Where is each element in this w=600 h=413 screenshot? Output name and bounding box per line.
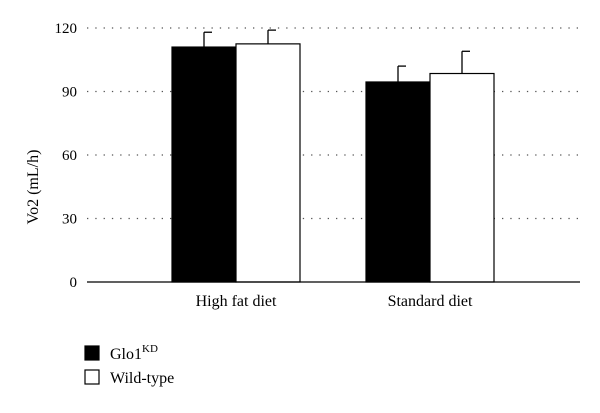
bar-wild-type — [235, 43, 301, 283]
y-axis-label: Vo2 (mL/h) — [25, 150, 42, 225]
y-tick-label: 120 — [55, 21, 78, 37]
x-category-label: Standard diet — [388, 293, 473, 310]
x-category-label: High fat diet — [196, 293, 277, 310]
bar-wild-type — [429, 72, 495, 283]
legend: Glo1KD Wild-type — [84, 343, 174, 387]
legend-series-superscript: KD — [142, 343, 158, 355]
bars — [171, 43, 495, 283]
bar-glo1kd — [365, 81, 431, 283]
y-tick-label: 30 — [62, 212, 77, 228]
legend-series-name: Wild-type — [110, 370, 174, 387]
x-category-labels: High fat diet Standard diet — [196, 293, 473, 310]
legend-label: Wild-type — [110, 370, 174, 387]
y-tick-labels: 0 30 60 90 120 — [55, 21, 78, 291]
gridlines — [87, 27, 580, 220]
legend-swatch — [84, 369, 100, 385]
y-tick-label: 60 — [62, 148, 77, 164]
y-tick-label: 90 — [62, 85, 77, 101]
bar-glo1kd — [171, 46, 237, 283]
y-tick-label: 0 — [70, 275, 78, 291]
legend-label: Glo1KD — [110, 343, 158, 363]
legend-series-name: Glo1 — [110, 346, 142, 363]
error-bars — [203, 29, 470, 82]
legend-swatch — [84, 345, 100, 361]
